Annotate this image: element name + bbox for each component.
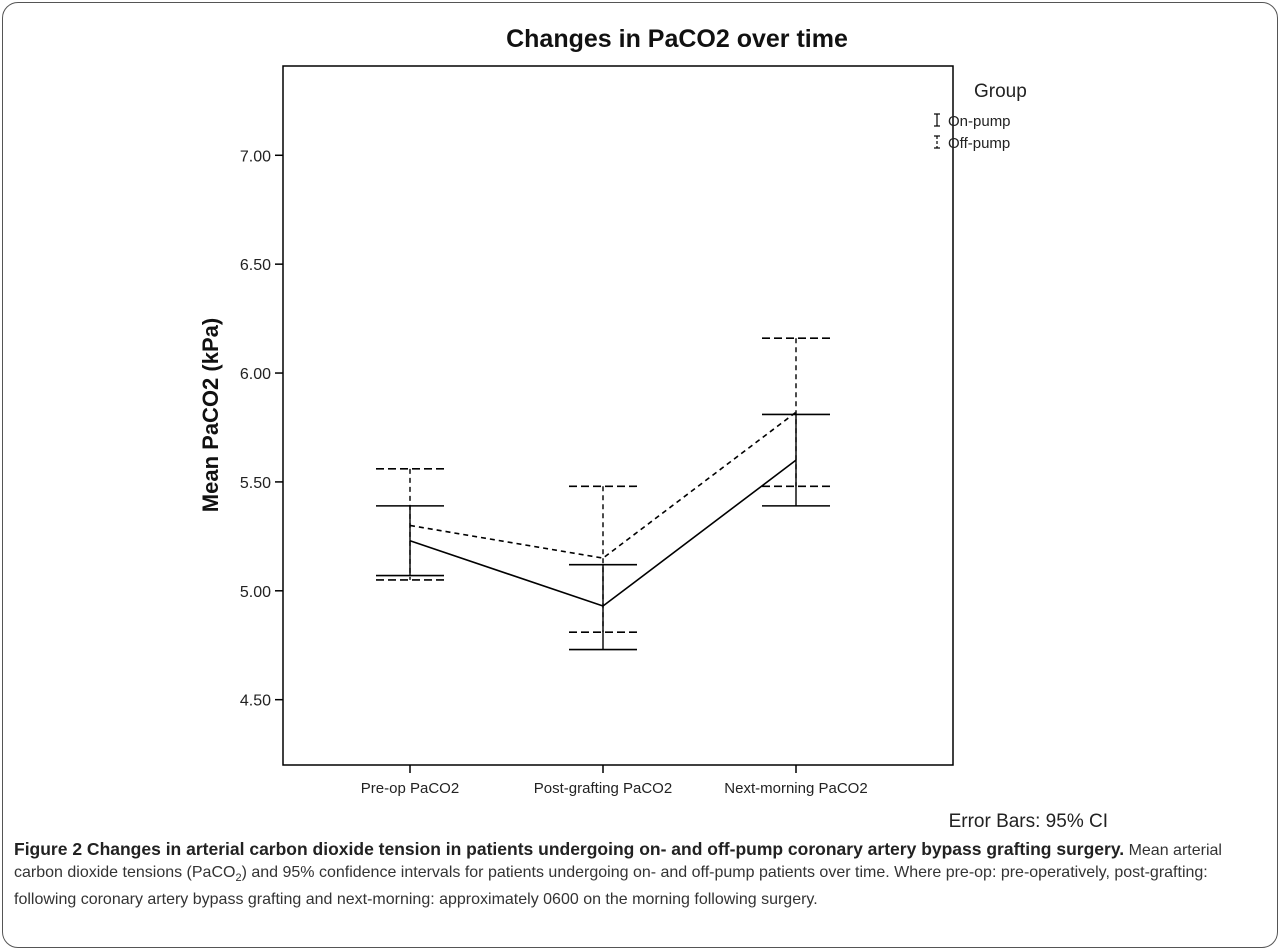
y-tick-label: 6.00 bbox=[240, 366, 271, 383]
y-tick-label: 6.50 bbox=[240, 257, 271, 274]
y-axis: 4.50 5.00 5.50 6.00 6.50 7.00 bbox=[240, 148, 283, 710]
legend-label-on-pump: On-pump bbox=[948, 113, 1011, 130]
caption-subscript: 2 bbox=[235, 872, 242, 885]
y-axis-label: Mean PaCO2 (kPa) bbox=[198, 318, 223, 512]
caption-title: Figure 2 Changes in arterial carbon diox… bbox=[14, 839, 1125, 859]
legend-item-on-pump: On-pump bbox=[934, 113, 1011, 130]
legend: Group On-pump Off-pump bbox=[934, 81, 1027, 152]
x-tick-label: Post-grafting PaCO2 bbox=[534, 780, 672, 797]
error-bar-off-pump bbox=[376, 468, 444, 581]
figure-caption: Figure 2 Changes in arterial carbon diox… bbox=[14, 838, 1268, 911]
legend-title: Group bbox=[974, 81, 1027, 102]
plot-area bbox=[282, 65, 954, 766]
error-bar-off-pump bbox=[569, 485, 637, 633]
caption-text-part1: Mean arterial carbon dioxide tensions (P… bbox=[14, 842, 1222, 881]
y-tick-label: 5.50 bbox=[240, 475, 271, 492]
y-tick-label: 5.00 bbox=[240, 584, 271, 601]
error-bars-note: Error Bars: 95% CI bbox=[949, 811, 1108, 830]
legend-item-off-pump: Off-pump bbox=[934, 135, 1010, 152]
caption-text-part2: ) and 95% confidence intervals for patie… bbox=[14, 864, 1208, 909]
series-layer bbox=[376, 337, 830, 651]
legend-label-off-pump: Off-pump bbox=[948, 135, 1010, 152]
error-bar-off-pump bbox=[762, 337, 830, 488]
chart-title: Changes in PaCO2 over time bbox=[506, 25, 848, 53]
x-tick-label: Pre-op PaCO2 bbox=[361, 780, 459, 797]
y-tick-label: 4.50 bbox=[240, 693, 271, 710]
chart: Changes in PaCO2 over time 4.50 5.00 5.50 6… bbox=[198, 25, 1108, 830]
series-line-off-pump bbox=[409, 411, 797, 559]
x-axis: Pre-op PaCO2 Post-grafting PaCO2 Next-morn… bbox=[361, 765, 868, 797]
x-tick-label: Next-morning PaCO2 bbox=[724, 780, 867, 797]
y-tick-label: 7.00 bbox=[240, 148, 271, 165]
